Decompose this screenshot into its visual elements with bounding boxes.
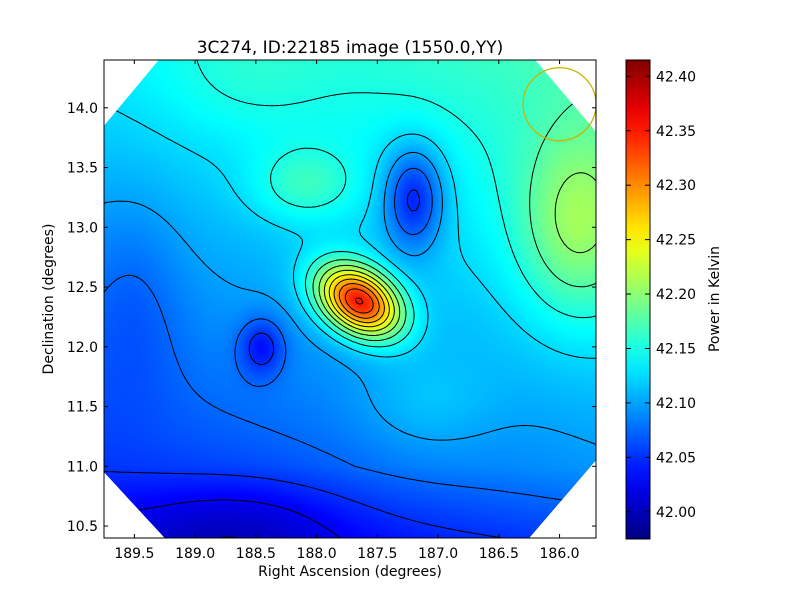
contour-level-12 [338, 283, 380, 319]
x-tick-label: 188.5 [236, 546, 276, 562]
colorbar-tick-label: 42.05 [656, 450, 696, 466]
plot-frame [103, 59, 597, 539]
x-tick-label: 187.0 [418, 546, 458, 562]
colorbar-label: Power in Kelvin [707, 246, 723, 352]
colorbar-gradient [626, 60, 650, 539]
chart-title: 3C274, ID:22185 image (1550.0,YY) [197, 38, 504, 58]
contour-level-9 [323, 269, 395, 332]
x-tick-label: 187.5 [357, 546, 397, 562]
colorbar-frame [625, 59, 651, 540]
contour-level-14 [354, 297, 364, 305]
colorbar-tick-label: 42.35 [656, 124, 696, 140]
contour-level-2 [104, 189, 503, 538]
contour-level-10 [328, 274, 390, 328]
colorbar-tick-label: 42.40 [656, 69, 696, 85]
colorbar-tick-label: 42.00 [656, 505, 696, 521]
contour-level-13 [344, 288, 374, 314]
y-tick-label: 13.0 [67, 220, 98, 236]
y-tick-label: 10.5 [67, 519, 98, 535]
y-tick-label: 11.5 [67, 400, 98, 416]
contour-lines [104, 60, 596, 538]
colorbar-tick-label: 42.25 [656, 233, 696, 249]
colorbar-tick-label: 42.15 [656, 341, 696, 357]
colorbar-tick-label: 42.10 [656, 396, 696, 412]
y-axis: 10.5 11.0 11.5 12.0 12.5 13.0 13.5 14.0 [67, 101, 596, 535]
y-tick-label: 12.5 [67, 280, 98, 296]
colorbar: 42.00 42.05 42.10 42.15 42.20 42.25 42.30 42.35… [625, 59, 723, 540]
colorbar-tick-label: 42.20 [656, 287, 696, 303]
x-tick-label: 186.0 [540, 546, 580, 562]
x-tick-label: 188.0 [297, 546, 337, 562]
contour-level-6 [196, 60, 596, 348]
y-tick-label: 11.0 [67, 459, 98, 475]
contour-level-8 [318, 172, 596, 336]
x-tick-label: 189.5 [114, 546, 154, 562]
x-tick-label: 186.5 [479, 546, 519, 562]
x-axis-label: Right Ascension (degrees) [258, 564, 442, 580]
y-tick-label: 14.0 [67, 101, 98, 117]
contour-level-11 [333, 278, 385, 324]
y-tick-label: 13.5 [67, 161, 98, 177]
colorbar-ticks: 42.00 42.05 42.10 42.15 42.20 42.25 42.30 42.35… [626, 69, 696, 521]
y-tick-label: 12.0 [67, 340, 98, 356]
colorbar-tick-label: 42.30 [656, 178, 696, 194]
contour-level-3 [104, 167, 596, 506]
y-axis-label: Declination (degrees) [41, 224, 57, 375]
x-tick-label: 189.0 [175, 546, 215, 562]
heatmap-raster [104, 60, 596, 538]
x-axis: 189.5 189.0 188.5 188.0 187.5 187.0 186.5 186.0 [114, 60, 580, 562]
plot-area [103, 59, 597, 539]
contour-level-4 [104, 151, 596, 445]
